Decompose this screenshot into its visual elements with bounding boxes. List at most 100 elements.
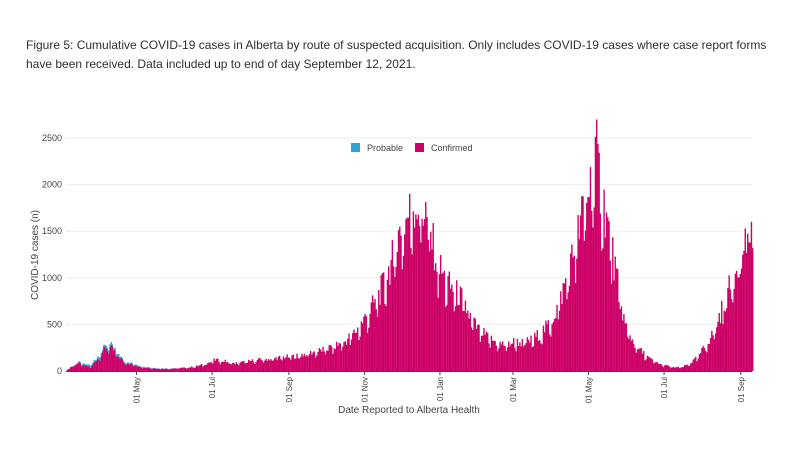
bar-confirmed	[290, 359, 292, 371]
bar-confirmed	[718, 313, 720, 371]
bar-confirmed	[166, 368, 168, 371]
bar-probable	[87, 364, 89, 367]
bar-confirmed	[744, 228, 746, 371]
bars	[66, 119, 754, 371]
bar-confirmed	[391, 240, 394, 371]
bar-probable	[96, 356, 99, 359]
bar-confirmed	[433, 270, 436, 371]
y-tick-label: 1000	[42, 273, 62, 283]
bar-confirmed	[422, 225, 425, 371]
bar-confirmed	[246, 362, 249, 371]
bar-confirmed	[233, 362, 235, 371]
bar-confirmed	[449, 288, 452, 371]
bar-confirmed	[651, 359, 654, 371]
bar-confirmed	[89, 367, 91, 371]
bar-confirmed	[75, 364, 78, 371]
bar-confirmed	[328, 345, 330, 371]
bar-probable	[150, 368, 152, 369]
bar-confirmed	[412, 211, 415, 371]
bar-confirmed	[600, 250, 603, 371]
bar-confirmed	[555, 317, 557, 371]
bar-confirmed	[451, 284, 453, 371]
bar-confirmed	[416, 219, 418, 371]
bar-confirmed	[639, 348, 641, 371]
bar-confirmed	[387, 266, 390, 371]
bar-confirmed	[301, 354, 303, 371]
bar-probable	[82, 363, 84, 366]
bar-confirmed	[251, 359, 254, 371]
bar-confirmed	[378, 289, 380, 371]
y-tick-label: 2500	[42, 133, 62, 143]
bar-confirmed	[334, 349, 337, 371]
bar-confirmed	[675, 367, 677, 371]
bar-confirmed	[374, 298, 376, 371]
legend-swatch-confirmed[interactable]	[415, 143, 424, 152]
bar-confirmed	[101, 352, 104, 371]
bar-confirmed	[67, 369, 69, 371]
bar-confirmed	[660, 364, 662, 371]
bar-confirmed	[609, 260, 611, 371]
bar-confirmed	[479, 342, 481, 371]
bar-confirmed	[193, 367, 195, 371]
bar-confirmed	[319, 349, 322, 371]
bar-confirmed	[551, 324, 553, 371]
bar-probable	[110, 341, 112, 345]
bar-confirmed	[536, 330, 538, 371]
bar-confirmed	[358, 340, 360, 371]
bar-confirmed	[529, 342, 531, 371]
bar-probable	[135, 364, 137, 366]
bar-confirmed	[92, 364, 94, 371]
bar-confirmed	[214, 360, 216, 371]
bar-confirmed	[535, 336, 537, 371]
bar-confirmed	[409, 193, 411, 371]
bar-confirmed	[650, 358, 652, 371]
bar-probable	[78, 361, 80, 362]
bar-confirmed	[458, 305, 460, 371]
legend-swatch-probable[interactable]	[351, 143, 360, 152]
bar-confirmed	[124, 363, 126, 371]
x-tick-label: 01 Jul	[208, 377, 217, 399]
bar-confirmed	[573, 255, 576, 371]
bar-confirmed	[461, 288, 463, 371]
bar-probable	[74, 364, 77, 366]
bar-confirmed	[229, 363, 231, 371]
bar-confirmed	[144, 367, 146, 371]
bar-confirmed	[264, 360, 266, 371]
bar-confirmed	[489, 347, 491, 371]
bar-confirmed	[519, 342, 521, 371]
bar-confirmed	[235, 362, 238, 371]
bar-confirmed	[511, 343, 514, 371]
bar-confirmed	[432, 223, 434, 371]
bar-confirmed	[499, 341, 501, 371]
bar-confirmed	[158, 368, 161, 371]
bar-confirmed	[602, 248, 604, 371]
bar-confirmed	[259, 357, 261, 371]
bar-probable	[83, 363, 85, 365]
bar-confirmed	[203, 365, 205, 371]
bar-confirmed	[283, 358, 286, 371]
bar-confirmed	[473, 317, 475, 371]
x-tick-labels: 01 May 01 Jul 01 Sep 01 Nov 01 Jan 01 Mar 01 M…	[133, 371, 746, 403]
bar-confirmed	[375, 309, 377, 371]
bar-confirmed	[122, 362, 125, 371]
bar-confirmed	[546, 324, 548, 371]
bar-confirmed	[95, 361, 98, 371]
bar-confirmed	[749, 242, 751, 371]
bar-confirmed	[589, 166, 592, 371]
bar-confirmed	[441, 273, 443, 371]
legend-label-probable[interactable]: Probable	[367, 143, 403, 153]
bar-confirmed	[302, 356, 304, 371]
legend-label-confirmed[interactable]: Confirmed	[431, 143, 473, 153]
bar-confirmed	[313, 351, 316, 371]
bar-confirmed	[443, 270, 446, 371]
bar-confirmed	[140, 367, 142, 371]
bar-confirmed	[698, 354, 701, 371]
bar-confirmed	[431, 249, 433, 371]
bar-confirmed	[686, 364, 688, 371]
bar-confirmed	[234, 364, 236, 371]
bar-confirmed	[425, 201, 427, 371]
bar-confirmed	[576, 258, 578, 371]
bar-confirmed	[318, 348, 320, 371]
bar-confirmed	[532, 346, 535, 371]
bar-confirmed	[682, 366, 685, 371]
